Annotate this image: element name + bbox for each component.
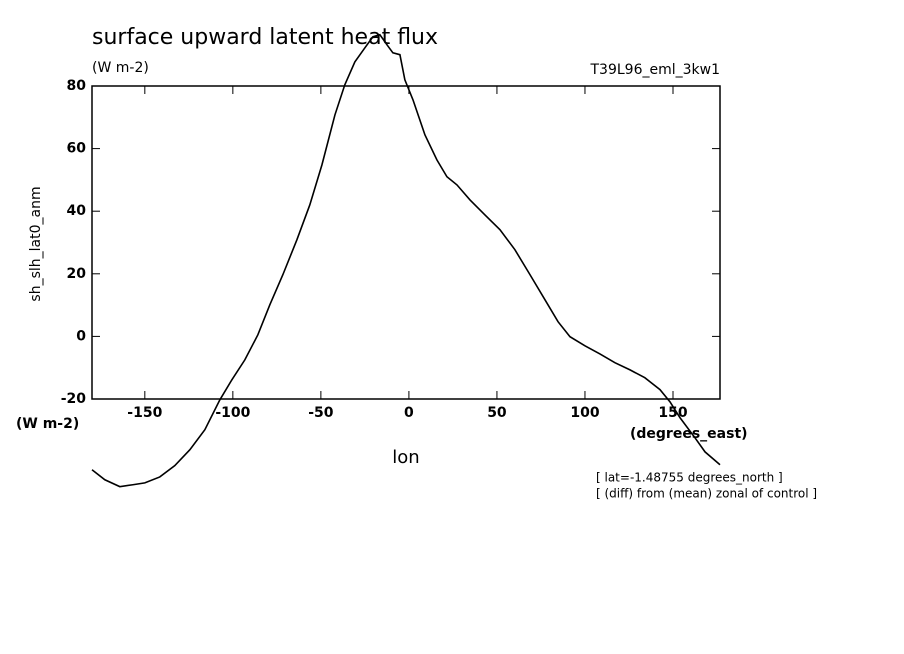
chart-title: surface upward latent heat flux <box>92 25 438 50</box>
plot-frame <box>91 85 721 400</box>
x-tick-label: 50 <box>487 405 507 421</box>
y-tick-label: -20 <box>61 391 87 407</box>
y-axis-label: sh_slh_lat0_anm <box>28 186 44 301</box>
x-tick-label: -100 <box>215 405 250 421</box>
dataset: T39L96_eml_3kw1 <box>590 62 721 78</box>
x-tick-label: -150 <box>127 405 162 421</box>
y-units: (W m-2) <box>16 416 79 432</box>
note: [ lat=-1.48755 degrees_north ] <box>596 471 783 485</box>
x-axis-label: lon <box>392 447 419 468</box>
units: (W m-2) <box>92 60 149 76</box>
y-tick-label: 60 <box>67 141 87 157</box>
x-tick-label: 100 <box>570 405 599 421</box>
x-units: (degrees_east) <box>630 426 748 442</box>
y-tick-label: 80 <box>67 78 87 94</box>
y-tick-label: 0 <box>76 328 86 344</box>
y-tick-label: 40 <box>67 203 87 219</box>
x-tick-label: -50 <box>308 405 334 421</box>
y-tick-label: 20 <box>67 266 87 282</box>
note: [ (diff) from (mean) zonal of control ] <box>596 487 817 501</box>
x-tick-label: 0 <box>404 405 414 421</box>
data-line <box>91 33 721 488</box>
